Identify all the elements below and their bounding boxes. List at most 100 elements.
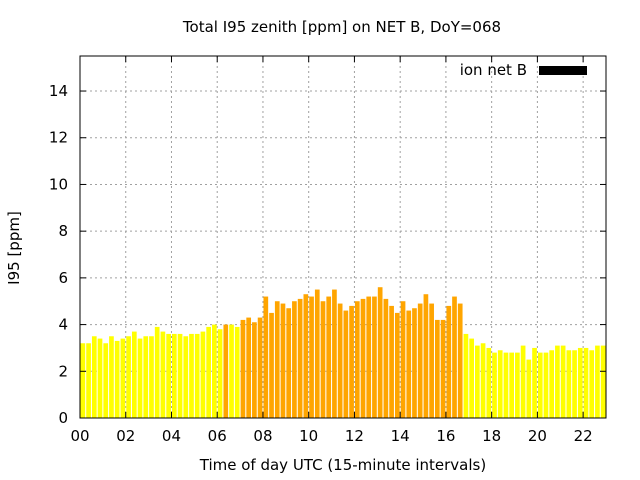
bar <box>257 317 263 418</box>
bar <box>194 333 200 418</box>
bar <box>417 303 423 418</box>
bar <box>274 301 280 418</box>
bar <box>120 338 126 418</box>
bar <box>80 343 86 418</box>
x-tick-label: 04 <box>162 427 181 445</box>
bar <box>469 338 474 418</box>
bar <box>475 345 480 418</box>
bar <box>503 352 509 418</box>
bar <box>400 301 406 418</box>
x-tick-label: 08 <box>253 427 272 445</box>
bar <box>246 317 252 418</box>
bar <box>320 301 326 418</box>
bar <box>303 294 309 418</box>
bar <box>217 329 223 418</box>
y-tick-label: 12 <box>49 129 68 147</box>
bar <box>343 310 349 418</box>
bar <box>91 336 97 418</box>
bar <box>223 324 229 418</box>
x-tick-label: 00 <box>70 427 89 445</box>
bar <box>166 333 171 418</box>
y-tick-label: 2 <box>58 362 68 380</box>
bar <box>97 338 103 418</box>
bar <box>314 289 320 418</box>
bar <box>240 319 246 418</box>
bar <box>406 310 412 418</box>
bar <box>577 347 583 418</box>
bar <box>595 345 600 418</box>
y-tick-label: 0 <box>58 409 68 427</box>
y-tick-label: 8 <box>58 222 68 240</box>
bar <box>394 312 400 418</box>
bar <box>572 350 577 418</box>
x-tick-label: 02 <box>116 427 135 445</box>
bar <box>526 359 532 418</box>
y-tick-label: 10 <box>49 175 68 193</box>
bar <box>492 352 497 418</box>
bar <box>600 345 606 418</box>
bar <box>206 326 211 418</box>
bar <box>360 298 366 418</box>
x-tick-label: 14 <box>391 427 410 445</box>
bar <box>509 352 515 418</box>
bars <box>80 287 606 418</box>
bar <box>589 350 595 418</box>
bar <box>154 326 160 418</box>
bar <box>537 352 543 418</box>
bar <box>292 301 297 418</box>
bar <box>463 333 469 418</box>
bar <box>149 336 154 418</box>
bar <box>497 350 503 418</box>
bar <box>383 298 389 418</box>
bar <box>389 305 394 418</box>
bar <box>372 296 377 418</box>
bar <box>189 333 194 418</box>
bar <box>412 308 417 418</box>
bar <box>326 296 332 418</box>
y-axis-label: I95 [ppm] <box>5 211 23 285</box>
bar <box>229 324 234 418</box>
bar <box>423 294 429 418</box>
bar <box>114 340 120 418</box>
legend-swatch <box>539 65 587 75</box>
x-tick-label: 12 <box>345 427 364 445</box>
bar <box>234 326 240 418</box>
bar <box>532 347 537 418</box>
bar <box>354 301 360 418</box>
bar <box>434 319 440 418</box>
legend: ion net B <box>460 61 587 79</box>
bar <box>137 338 143 418</box>
bar <box>126 336 131 418</box>
bar <box>332 289 337 418</box>
bar <box>446 305 452 418</box>
bar <box>486 347 492 418</box>
bar <box>337 303 343 418</box>
grid-lines <box>80 56 606 418</box>
bar <box>200 331 206 418</box>
bar <box>212 324 217 418</box>
bar <box>171 333 177 418</box>
chart-title: Total I95 zenith [ppm] on NET B, DoY=068 <box>182 18 502 36</box>
x-tick-label: 10 <box>299 427 318 445</box>
bar <box>583 347 589 418</box>
plot-border <box>79 55 607 419</box>
bar <box>143 336 149 418</box>
bar <box>177 333 183 418</box>
legend-label: ion net B <box>459 61 527 79</box>
bar <box>366 296 372 418</box>
bar <box>297 298 303 418</box>
x-tick-label: 18 <box>482 427 501 445</box>
bar <box>457 303 463 418</box>
bar <box>377 287 383 418</box>
bar <box>549 350 555 418</box>
bar <box>280 303 286 418</box>
x-tick-label: 22 <box>574 427 593 445</box>
x-tick-label: 20 <box>528 427 547 445</box>
y-tick-label: 14 <box>49 82 68 100</box>
bar <box>560 345 566 418</box>
bar <box>103 343 109 418</box>
x-axis-label: Time of day UTC (15-minute intervals) <box>199 456 487 474</box>
bar <box>543 352 549 418</box>
